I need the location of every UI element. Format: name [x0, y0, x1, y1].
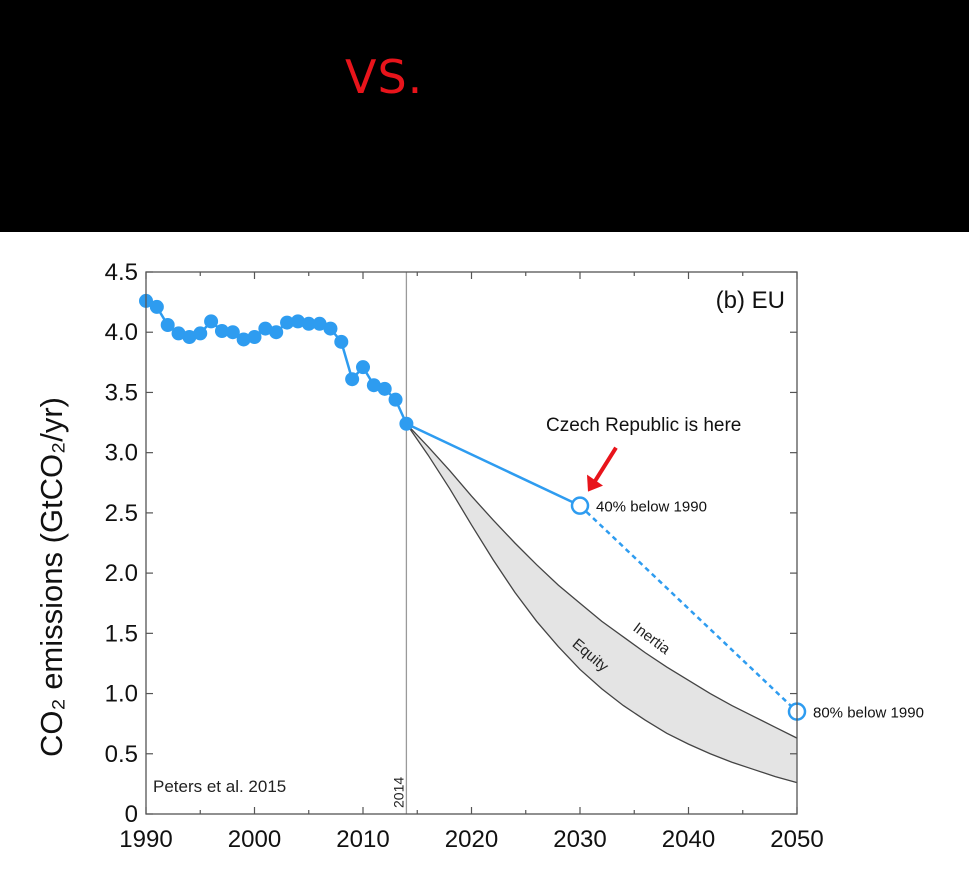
axis-layer: 1990 2000 2010 2020 2030 2040 2050 0 0.5 1.0 1.5 2.…: [105, 259, 824, 853]
annotation-arrow-head: [587, 474, 603, 492]
y-tick-label: 2.5: [105, 500, 138, 527]
historical-point: [269, 325, 284, 340]
y-tick-label: 4.5: [105, 259, 138, 286]
historical-point: [377, 381, 392, 396]
historical-point: [258, 321, 273, 336]
historical-point: [160, 317, 175, 332]
historical-point: [149, 299, 164, 314]
vertical-line-layer: 2014: [390, 272, 408, 814]
historical-point: [388, 392, 403, 407]
target-line-2030: [405, 422, 581, 507]
y-axis-label: CO₂ emissions (GtCO₂/yr): [34, 397, 69, 757]
historical-point: [171, 326, 186, 341]
historical-point: [182, 330, 197, 345]
historical-point: [193, 326, 208, 341]
x-tick-label: 2050: [770, 826, 823, 853]
x-tick-label: 2000: [228, 826, 281, 853]
y-tick-label: 0.5: [105, 741, 138, 768]
x-tick-label: 2010: [336, 826, 389, 853]
historical-point: [280, 315, 295, 330]
vs-title: VS.: [345, 50, 424, 104]
historical-point: [366, 378, 381, 393]
historical-point: [323, 321, 338, 336]
y-tick-label: 4.0: [105, 319, 138, 346]
target-label-2030: 40% below 1990: [596, 499, 707, 516]
top-banner: VS.: [0, 0, 969, 232]
y-tick-label: 1.5: [105, 620, 138, 647]
historical-point: [301, 316, 316, 331]
annotation-arrow-shaft: [592, 446, 618, 484]
target-line-2050: [579, 504, 798, 713]
y-tick-label: 1.0: [105, 681, 138, 708]
equity-line: [405, 423, 798, 784]
y-tick-label: 3.0: [105, 440, 138, 467]
label-layer: (b) EU CO₂ emissions (GtCO₂/yr) Peters e…: [34, 287, 785, 796]
x-tick-label: 2040: [662, 826, 715, 853]
annotation-label: Czech Republic is here: [546, 415, 741, 436]
historical-point: [356, 360, 370, 375]
series-layer: 40% below 1990 80% below 1990: [139, 293, 924, 722]
historical-point: [334, 334, 349, 349]
credit-label: Peters et al. 2015: [153, 777, 286, 796]
x-tick-label: 2020: [445, 826, 498, 853]
x-tick-label: 2030: [553, 826, 606, 853]
historical-point: [236, 332, 251, 347]
y-tick-label: 0: [125, 801, 138, 828]
year-2014-label: 2014: [390, 777, 406, 808]
historical-point: [312, 316, 327, 331]
x-tick-label: 1990: [119, 826, 172, 853]
target-marker-2030: [570, 496, 590, 515]
historical-point: [204, 314, 219, 329]
target-label-2050: 80% below 1990: [813, 705, 924, 722]
inertia-line: [405, 423, 798, 739]
historical-point: [345, 372, 360, 387]
historical-point: [225, 325, 240, 340]
historical-point: [399, 416, 414, 431]
panel-label: (b) EU: [716, 287, 785, 314]
y-tick-label: 3.5: [105, 379, 138, 406]
historical-point: [247, 330, 262, 345]
pathway-band: [406, 423, 797, 783]
y-tick-label: 2.0: [105, 560, 138, 587]
historical-point: [290, 314, 305, 329]
historical-point: [214, 324, 229, 339]
